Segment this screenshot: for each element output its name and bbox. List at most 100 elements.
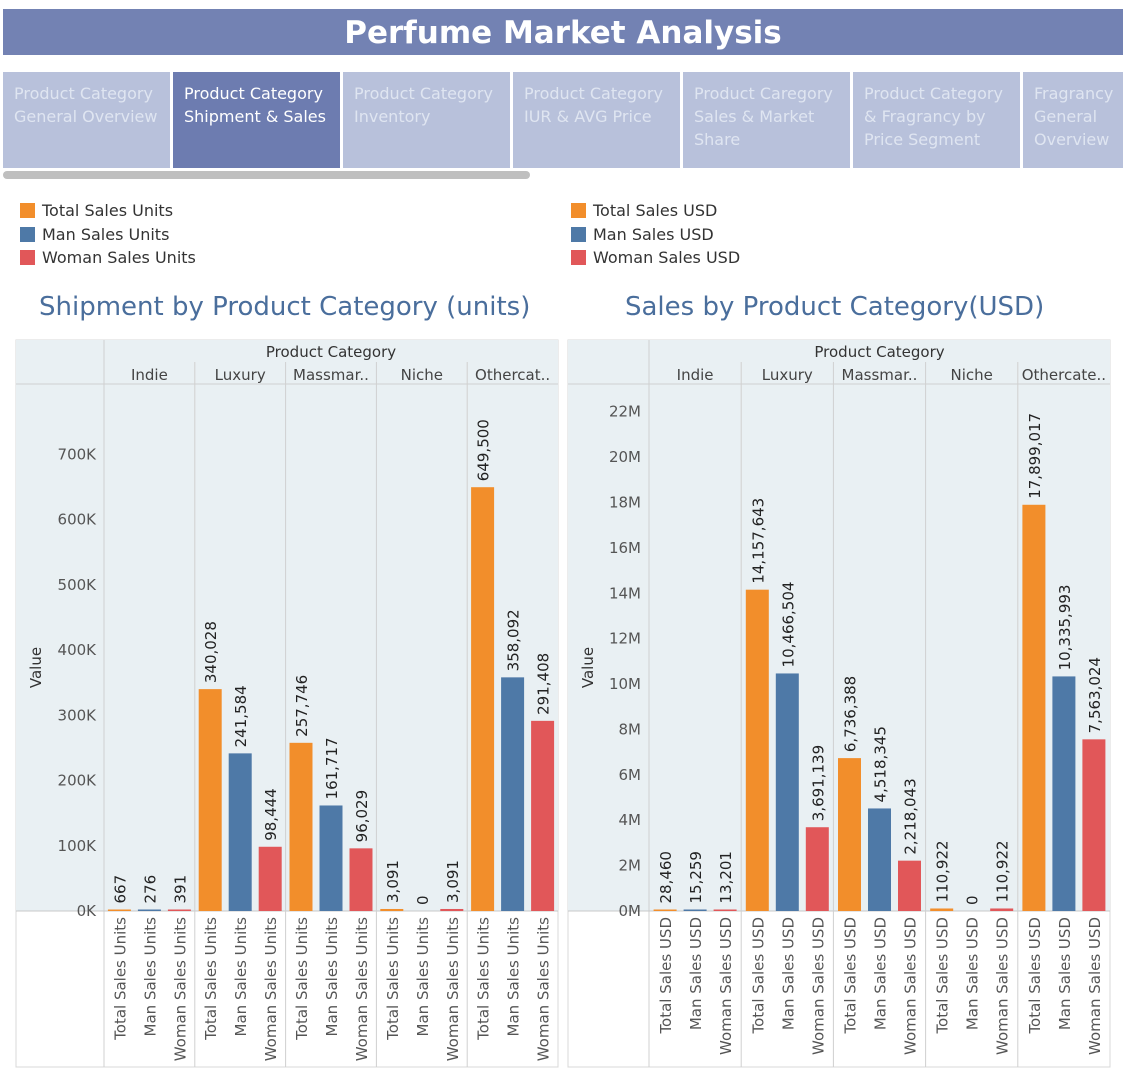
sales-data-label: 4,518,345 <box>872 726 890 802</box>
sales-data-label: 13,201 <box>717 851 735 904</box>
sales-data-label: 7,563,024 <box>1086 657 1104 733</box>
sales-bar <box>805 827 829 911</box>
sales-bar <box>990 908 1014 911</box>
shipment-header-title: Product Category <box>266 343 396 361</box>
sales-yaxis-area <box>568 384 649 911</box>
sales-group-label: Massmar.. <box>842 366 918 384</box>
sales-data-label: 2,218,043 <box>902 778 920 854</box>
sales-ytick-label: 16M <box>609 539 641 557</box>
sales-xtick-label: Total Sales USD <box>842 917 860 1035</box>
shipment-group-label: Indie <box>131 366 168 384</box>
tab-sales-market-share[interactable]: Product Caregory Sales & Market Share <box>683 72 850 168</box>
legend-item-woman-units: Woman Sales Units <box>20 246 196 270</box>
shipment-xtick-label: Man Sales Units <box>323 917 341 1037</box>
shipment-ylabel: Value <box>27 647 45 688</box>
shipment-data-label: 96,029 <box>353 790 371 843</box>
legend-item-man-units: Man Sales Units <box>20 223 196 247</box>
shipment-data-label: 276 <box>141 875 159 904</box>
shipment-xtick-label: Woman Sales Units <box>171 917 189 1061</box>
sales-data-label: 14,157,643 <box>749 498 767 584</box>
shipment-chart-title: Shipment by Product Category (units) <box>39 292 531 322</box>
sales-group-label: Luxury <box>762 366 813 384</box>
shipment-data-label: 98,444 <box>262 788 280 841</box>
sales-bar <box>1052 676 1076 911</box>
shipment-bar <box>289 742 313 911</box>
sales-header-title: Product Category <box>814 343 944 361</box>
sales-xtick-label: Woman Sales USD <box>717 917 735 1055</box>
sales-data-label: 3,691,139 <box>809 745 827 821</box>
sales-ytick-label: 6M <box>619 766 642 784</box>
legend-item-total-usd: Total Sales USD <box>571 199 740 223</box>
shipment-xtick-label: Man Sales Units <box>414 917 432 1037</box>
shipment-xtick-label: Woman Sales Units <box>262 917 280 1061</box>
sales-xtick-label: Man Sales USD <box>687 917 705 1030</box>
sales-group-label: Indie <box>677 366 714 384</box>
shipment-data-label: 358,092 <box>505 609 523 671</box>
shipment-bar <box>319 805 343 911</box>
tab-shipment-sales[interactable]: Product Category Shipment & Sales <box>173 72 340 168</box>
shipment-xtick-label: Total Sales Units <box>202 917 220 1041</box>
units-legend: Total Sales Units Man Sales Units Woman … <box>20 199 196 270</box>
sales-group-label: Niche <box>951 366 993 384</box>
shipment-data-label: 340,028 <box>202 621 220 683</box>
shipment-data-label: 161,717 <box>323 737 341 799</box>
sales-xtick-label: Total Sales USD <box>1026 917 1044 1035</box>
sales-ytick-label: 14M <box>609 584 641 602</box>
shipment-bar <box>228 753 252 911</box>
legend-swatch-woman <box>571 250 586 266</box>
shipment-data-label: 3,091 <box>444 860 462 903</box>
legend-label: Man Sales Units <box>42 224 170 244</box>
sales-xtick-label: Woman Sales USD <box>1086 917 1104 1055</box>
shipment-bar <box>501 677 525 911</box>
sales-ytick-label: 22M <box>609 403 641 421</box>
shipment-xtick-label: Total Sales Units <box>293 917 311 1041</box>
tab-inventory[interactable]: Product Category Inventory <box>343 72 510 168</box>
shipment-group-label: Luxury <box>215 366 266 384</box>
legend-swatch-woman <box>20 250 35 266</box>
shipment-bar <box>137 909 161 911</box>
legend-swatch-total <box>571 203 586 219</box>
legend-swatch-total <box>20 203 35 219</box>
sales-xtick-label: Man Sales USD <box>964 917 982 1030</box>
tab-price-segment[interactable]: Product Category & Fragrancy by Price Se… <box>853 72 1020 168</box>
shipment-data-label: 667 <box>111 875 129 904</box>
sales-bar <box>898 860 921 911</box>
tab-bar: Product Category General Overview Produc… <box>3 72 1123 168</box>
shipment-bar <box>258 846 282 911</box>
dashboard-title: Perfume Market Analysis <box>3 9 1123 55</box>
shipment-data-label: 0 <box>414 895 432 905</box>
sales-bar <box>838 758 861 911</box>
shipment-xtick-label: Total Sales Units <box>111 917 129 1041</box>
sales-ytick-label: 20M <box>609 448 641 466</box>
shipment-bar <box>349 848 373 911</box>
shipment-xtick-label: Total Sales Units <box>475 917 493 1041</box>
sales-bar <box>713 909 737 911</box>
shipment-ytick-label: 500K <box>58 576 98 594</box>
shipment-bar <box>471 487 495 911</box>
sales-data-label: 15,259 <box>687 851 705 904</box>
sales-data-label: 0 <box>964 895 982 905</box>
sales-data-label: 6,736,388 <box>842 676 860 752</box>
tab-scrollbar[interactable] <box>3 171 530 179</box>
shipment-bar <box>380 908 404 911</box>
sales-data-label: 10,466,504 <box>779 582 797 668</box>
shipment-ytick-label: 700K <box>58 445 98 463</box>
sales-ytick-label: 4M <box>619 811 642 829</box>
legend-item-man-usd: Man Sales USD <box>571 223 740 247</box>
shipment-ytick-label: 600K <box>58 511 98 529</box>
shipment-ytick-label: 300K <box>58 706 98 724</box>
legend-swatch-man <box>20 226 35 242</box>
sales-bar <box>930 908 954 911</box>
tab-fragrancy-overview[interactable]: Fragrancy General Overview <box>1023 72 1123 168</box>
legend-label: Total Sales USD <box>593 201 718 221</box>
tab-general-overview[interactable]: Product Category General Overview <box>3 72 170 168</box>
shipment-group-label: Othercat.. <box>475 366 550 384</box>
sales-bar <box>1082 739 1106 911</box>
tab-iur-avg-price[interactable]: Product Category IUR & AVG Price <box>513 72 680 168</box>
sales-bar <box>868 808 891 911</box>
shipment-ytick-label: 0K <box>77 902 98 920</box>
shipment-xtick-label: Woman Sales Units <box>353 917 371 1061</box>
legend-swatch-man <box>571 226 586 242</box>
sales-xtick-label: Man Sales USD <box>1056 917 1074 1030</box>
